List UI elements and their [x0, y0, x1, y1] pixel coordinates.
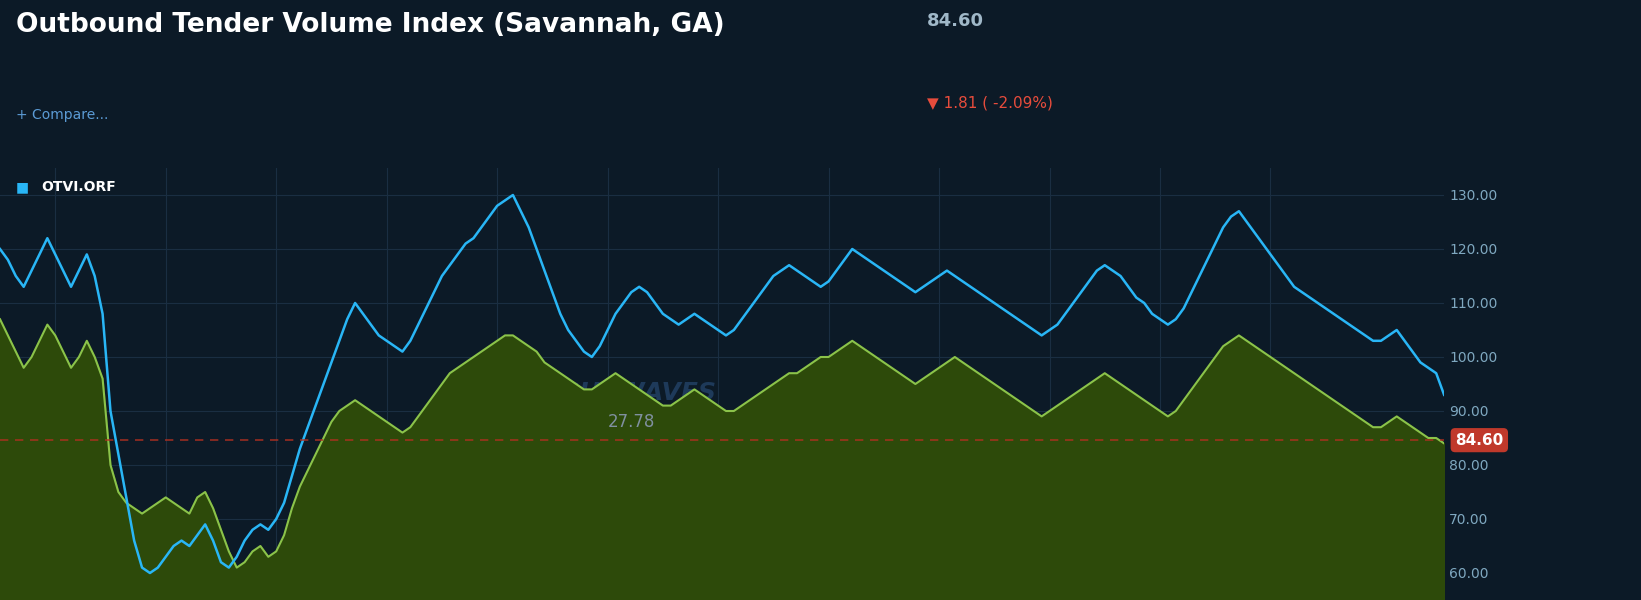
Text: 84.60: 84.60 [1456, 433, 1503, 448]
Text: FREIGHTWAVES: FREIGHTWAVES [497, 380, 717, 404]
Text: OTVI.ORF: OTVI.ORF [41, 180, 117, 194]
Text: SONAR: SONAR [661, 439, 783, 467]
Text: Outbound Tender Volume Index (Savannah, GA): Outbound Tender Volume Index (Savannah, … [16, 12, 725, 38]
Text: 84.60: 84.60 [927, 12, 985, 30]
Text: ▼ 1.81 ( -2.09%): ▼ 1.81 ( -2.09%) [927, 96, 1054, 111]
Text: + Compare...: + Compare... [16, 108, 108, 122]
Text: 27.78: 27.78 [607, 413, 655, 431]
Text: ■: ■ [16, 180, 34, 194]
